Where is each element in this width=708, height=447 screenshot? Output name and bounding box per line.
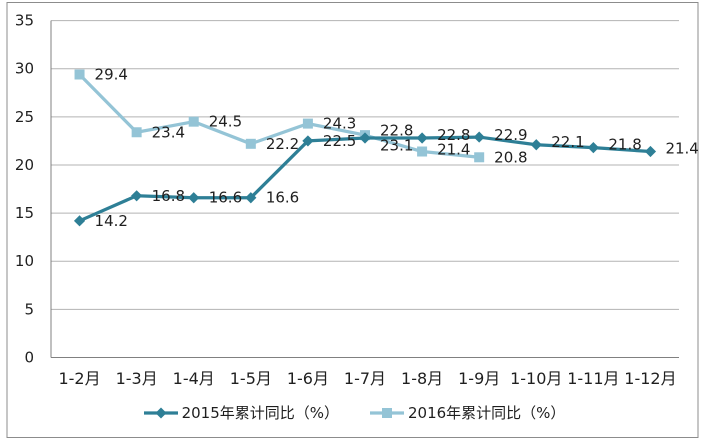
data-point-marker-diamond xyxy=(587,142,599,154)
data-label: 23.4 xyxy=(152,123,185,141)
data-label: 24.5 xyxy=(209,113,242,131)
data-point-marker-square xyxy=(474,152,485,163)
legend-marker-2016-square-icon xyxy=(370,408,404,418)
data-label: 22.5 xyxy=(323,132,356,150)
data-label: 22.2 xyxy=(266,135,299,153)
data-point-marker-diamond xyxy=(644,145,657,158)
chart-border xyxy=(6,2,699,438)
legend-marker-2015-diamond-icon xyxy=(143,407,178,419)
data-point-marker-diamond xyxy=(473,131,485,143)
x-axis-category-label: 1-9月 xyxy=(458,369,500,388)
data-label: 16.6 xyxy=(266,189,299,207)
data-label: 21.8 xyxy=(608,136,641,154)
data-label: 29.4 xyxy=(95,66,128,84)
x-axis-category-label: 1-7月 xyxy=(344,369,386,388)
data-point-marker-diamond xyxy=(530,139,542,151)
data-label: 22.1 xyxy=(551,133,584,151)
data-point-marker-diamond xyxy=(245,192,257,204)
legend-label-2015: 2015年累计同比（%） xyxy=(181,404,339,422)
y-axis-tick-label: 25 xyxy=(15,108,34,126)
data-label: 16.8 xyxy=(152,187,185,205)
data-label: 22.9 xyxy=(494,126,527,144)
legend-item-2015: 2015年累计同比（%） xyxy=(143,403,339,423)
data-point-marker-diamond xyxy=(416,132,428,144)
data-label: 20.8 xyxy=(494,148,527,166)
data-label: 14.2 xyxy=(95,212,128,230)
y-axis-tick-label: 10 xyxy=(15,252,34,270)
data-point-marker-diamond xyxy=(73,215,86,227)
x-axis-category-label: 1-3月 xyxy=(116,369,158,388)
data-point-marker-diamond xyxy=(131,190,143,202)
legend-label-2016: 2016年累计同比（%） xyxy=(408,404,566,422)
data-point-marker-square xyxy=(417,146,428,157)
data-label: 16.6 xyxy=(209,189,242,207)
data-point-marker-square xyxy=(188,116,199,127)
y-axis-tick-label: 30 xyxy=(15,60,34,78)
data-point-marker-diamond xyxy=(188,192,200,204)
data-point-marker-square xyxy=(131,127,142,138)
x-axis-category-label: 1-5月 xyxy=(230,369,272,388)
x-axis-category-label: 1-10月 xyxy=(510,369,562,388)
data-point-marker-diamond xyxy=(359,132,371,144)
data-label: 21.4 xyxy=(665,140,698,158)
x-axis-category-label: 1-8月 xyxy=(401,369,443,388)
legend-item-2016: 2016年累计同比（%） xyxy=(369,403,565,423)
x-axis-category-label: 1-6月 xyxy=(287,369,329,388)
x-axis-category-label: 1-2月 xyxy=(58,369,100,388)
y-axis-tick-label: 20 xyxy=(15,156,34,174)
data-label: 21.4 xyxy=(437,141,470,159)
data-label: 22.8 xyxy=(380,122,413,140)
y-axis-tick-label: 0 xyxy=(24,349,34,367)
data-point-marker-square xyxy=(302,118,313,129)
data-label: 24.3 xyxy=(323,115,356,133)
y-axis-tick-label: 5 xyxy=(24,300,34,318)
data-point-marker-diamond xyxy=(302,135,314,147)
data-label: 22.8 xyxy=(437,126,470,144)
data-point-marker-square xyxy=(74,69,85,80)
x-axis-category-label: 1-4月 xyxy=(173,369,215,388)
y-axis-tick-label: 35 xyxy=(15,12,34,30)
x-axis-category-label: 1-11月 xyxy=(567,369,619,388)
data-point-marker-square xyxy=(245,138,256,149)
chart-legend: 2015年累计同比（%） 2016年累计同比（%） xyxy=(0,402,708,424)
y-axis-tick-label: 15 xyxy=(15,204,34,222)
data-label: 23.1 xyxy=(380,137,413,155)
x-axis-category-label: 1-12月 xyxy=(624,369,676,388)
series-line-2016 xyxy=(78,73,480,159)
